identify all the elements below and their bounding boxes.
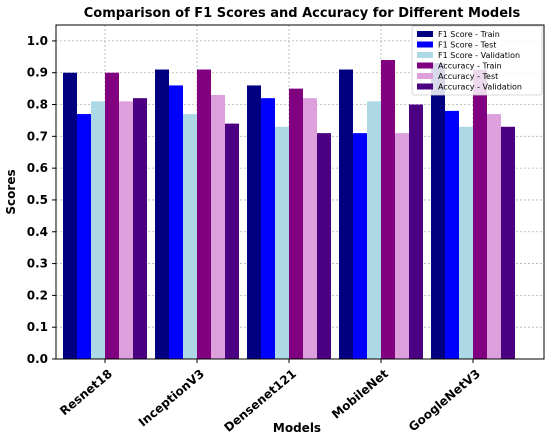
chart-title: Comparison of F1 Scores and Accuracy for… [84,6,521,21]
bar [225,123,239,359]
y-tick-label: 1.0 [27,34,48,48]
legend-entry: Accuracy - Test [438,72,498,81]
bar [367,101,381,359]
legend-swatch [417,31,433,37]
bar [431,63,445,360]
bar [155,69,169,360]
legend-entry: F1 Score - Test [438,41,496,50]
y-axis-label: Scores [4,169,18,214]
y-tick-label: 0.1 [27,320,48,334]
bar [303,98,317,360]
y-tick-label: 0.7 [27,129,48,143]
bar [501,126,515,360]
bar [289,88,303,359]
legend-swatch [417,41,433,48]
bar [63,72,77,359]
x-axis-ticks: Resnet18 InceptionV3 Densenet121 MobileNet G… [57,359,483,435]
y-tick-label: 0.9 [27,66,48,80]
y-tick-label: 0.4 [27,225,48,239]
x-tick-label: InceptionV3 [136,367,207,430]
legend-swatch [417,83,433,90]
y-tick-label: 0.6 [27,161,48,175]
bar [211,94,225,359]
y-tick-label: 0.2 [27,288,48,302]
bar [339,69,353,360]
bar [91,101,105,359]
x-axis-label: Models [273,421,321,435]
bar [183,114,197,359]
y-tick-label: 0.0 [27,352,48,366]
bar [473,69,487,360]
x-tick-label: Resnet18 [57,367,115,419]
legend-entry: F1 Score - Train [438,30,500,39]
bar [459,126,473,360]
plot-frame [55,24,545,360]
legend-swatch [417,73,433,79]
bar [395,133,409,359]
y-axis-ticks: 0.0 0.1 0.2 0.3 0.4 0.5 0.6 0.7 0.8 0.9 1.0 [27,34,56,366]
x-tick-label: GoogleNetV3 [406,367,483,435]
bar [353,133,367,359]
bars-layer [63,59,515,360]
legend-box [411,25,543,96]
bar [105,72,119,359]
bar [409,104,423,360]
bar [77,114,91,359]
y-tick-label: 0.5 [27,193,48,207]
legend-swatch [417,52,433,58]
legend-swatch [417,62,433,69]
bar [317,133,331,359]
y-tick-label: 0.8 [27,98,48,112]
bar [261,98,275,360]
legend-entry: Accuracy - Train [438,62,502,71]
y-tick-label: 0.3 [27,257,48,271]
bar [133,98,147,360]
bar [381,59,395,359]
bar [119,101,133,359]
bar [275,126,289,360]
bar [197,69,211,360]
bar [169,85,183,359]
bar [445,110,459,359]
x-tick-label: MobileNet [329,366,391,421]
legend-entry: F1 Score - Validation [438,51,520,60]
bar [247,85,261,359]
bar [487,114,501,359]
legend-entry: Accuracy - Validation [438,83,522,92]
